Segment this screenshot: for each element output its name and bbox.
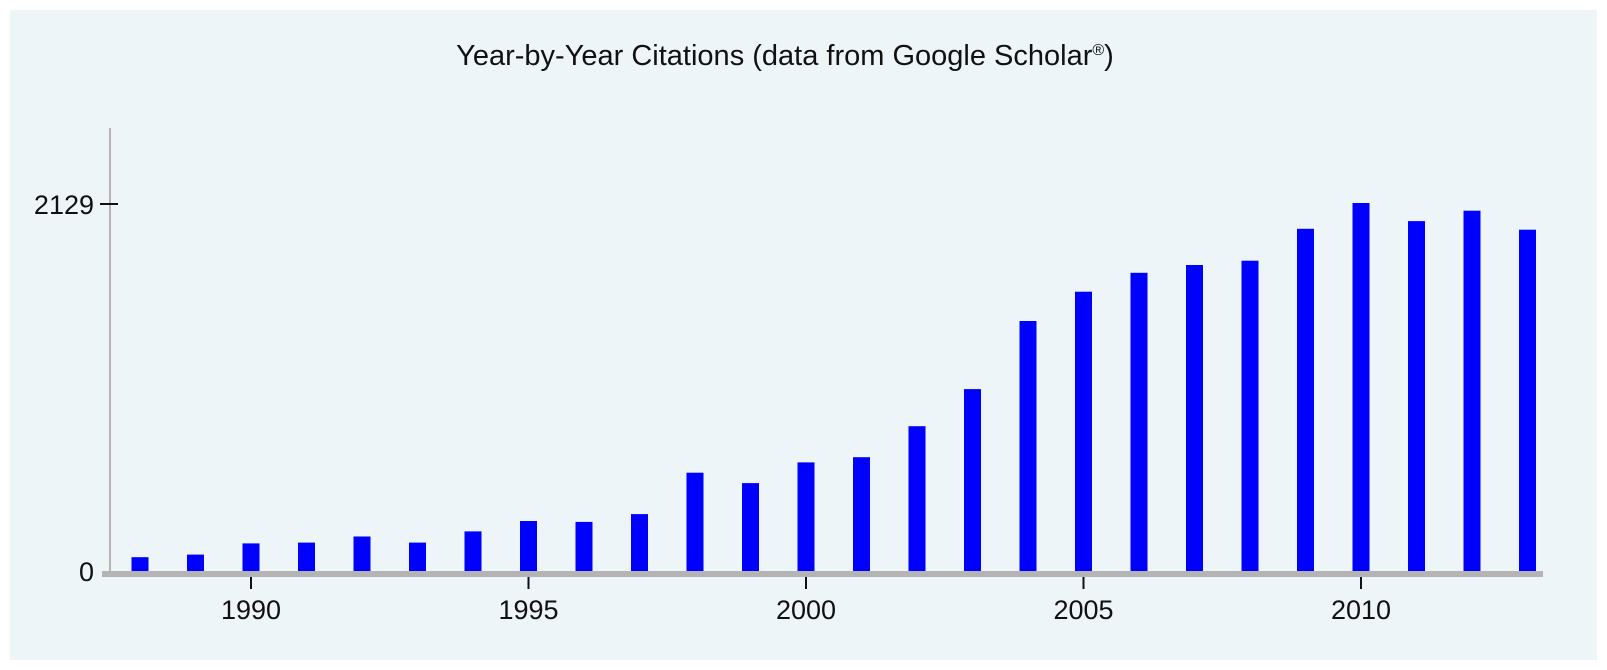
chart-title-suffix: ): [1104, 40, 1114, 72]
x-tick-label-1990: 1990: [221, 595, 281, 625]
bar-1990: [242, 543, 260, 571]
bar-2009: [1297, 228, 1314, 572]
bar-1995: [520, 521, 537, 571]
bar-2000: [797, 462, 815, 571]
bar-1991: [298, 542, 315, 571]
bar-2001: [853, 457, 870, 571]
bar-2011: [1408, 221, 1425, 571]
bar-1998: [686, 472, 704, 571]
axes-group: [102, 128, 1543, 577]
bar-2012: [1463, 210, 1481, 571]
bar-1997: [631, 514, 648, 571]
bar-2013: [1519, 229, 1536, 571]
bar-2006: [1130, 272, 1148, 571]
bar-chart: Year-by-Year Citations (data from Google…: [34, 40, 1543, 625]
bar-2010: [1352, 203, 1370, 571]
chart-title-text: Year-by-Year Citations (data from Google…: [456, 40, 1093, 72]
bar-2004: [1019, 321, 1037, 571]
x-tick-label-2005: 2005: [1053, 595, 1113, 625]
y-tick-label-2129: 2129: [34, 190, 94, 220]
bar-1988: [131, 557, 149, 571]
bar-2002: [908, 426, 926, 571]
x-tick-label-1995: 1995: [498, 595, 558, 625]
bar-2007: [1186, 265, 1203, 571]
bar-1992: [353, 536, 371, 571]
bar-1989: [187, 554, 204, 571]
x-tick-label-2010: 2010: [1331, 595, 1391, 625]
x-tick-label-2000: 2000: [776, 595, 836, 625]
chart-panel: Year-by-Year Citations (data from Google…: [10, 10, 1597, 660]
bars-group: [131, 203, 1536, 572]
bar-2003: [964, 389, 981, 571]
y-tick-label-0: 0: [79, 557, 94, 587]
bar-1994: [464, 531, 482, 571]
chart-title-registered-mark: ®: [1092, 42, 1104, 59]
bar-2008: [1241, 260, 1259, 571]
bar-1996: [575, 521, 593, 571]
bar-1993: [409, 542, 426, 571]
bar-2005: [1075, 291, 1092, 571]
chart-title: Year-by-Year Citations (data from Google…: [456, 40, 1114, 72]
ticks-group: 0 2129 1990 1995 2000 2005 2010: [34, 190, 1391, 625]
bar-1999: [742, 483, 759, 571]
